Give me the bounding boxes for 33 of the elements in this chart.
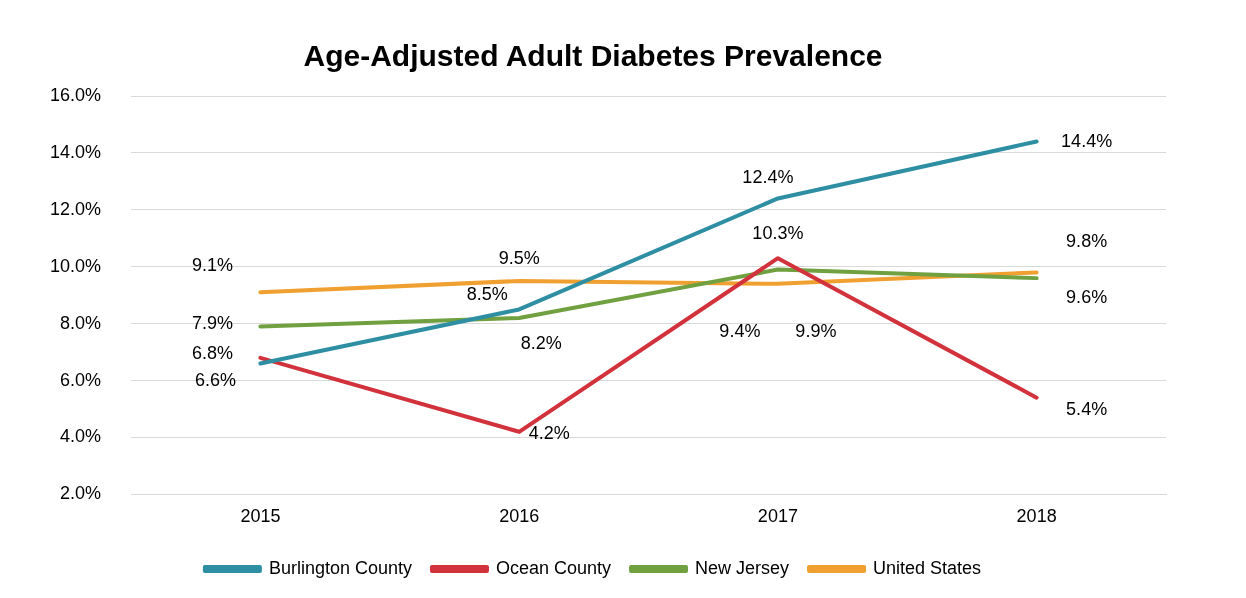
data-label: 6.6% [194, 370, 236, 391]
data-label: 9.5% [498, 247, 540, 268]
data-label: 4.2% [528, 422, 570, 443]
data-label: 7.9% [191, 313, 233, 334]
chart-title: Age-Adjusted Adult Diabetes Prevalence [303, 39, 883, 73]
data-label: 12.4% [742, 167, 794, 188]
y-tick-label: 10.0% [49, 255, 102, 276]
data-label: 9.8% [1066, 231, 1108, 252]
data-label: 5.4% [1066, 398, 1108, 419]
x-tick-label: 2016 [499, 506, 540, 527]
y-tick-label: 14.0% [49, 141, 102, 162]
legend-label: Ocean County [495, 557, 612, 578]
legend-label: New Jersey [695, 557, 790, 578]
data-label: 8.2% [520, 332, 562, 353]
y-tick-label: 8.0% [60, 312, 102, 333]
data-label: 9.1% [191, 255, 233, 276]
x-tick-label: 2018 [1016, 506, 1057, 527]
y-tick-label: 16.0% [49, 84, 102, 105]
x-tick-label: 2017 [757, 506, 798, 527]
y-tick-label: 4.0% [60, 426, 102, 447]
y-tick-label: 12.0% [49, 198, 102, 219]
x-tick-label: 2015 [240, 506, 281, 527]
data-label: 9.6% [1066, 287, 1108, 308]
data-label: 10.3% [752, 223, 804, 244]
data-label: 6.8% [191, 342, 233, 363]
data-label: 8.5% [466, 284, 508, 305]
y-tick-label: 6.0% [60, 369, 102, 390]
legend-label: United States [873, 557, 982, 578]
y-tick-label: 2.0% [60, 483, 102, 504]
data-label: 9.9% [795, 320, 837, 341]
data-label: 14.4% [1061, 130, 1113, 151]
legend-label: Burlington County [268, 557, 412, 578]
data-label: 9.4% [719, 320, 761, 341]
